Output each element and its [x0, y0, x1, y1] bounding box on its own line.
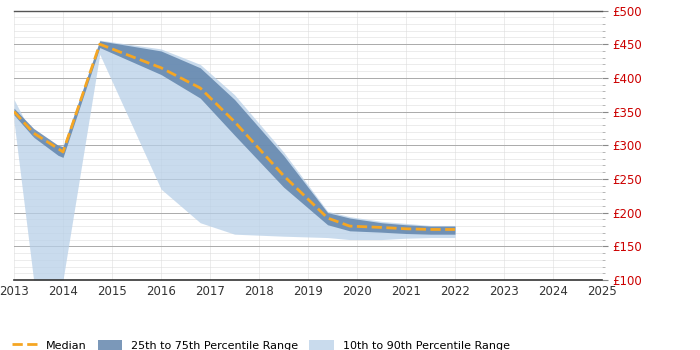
Legend: Median, 25th to 75th Percentile Range, 10th to 90th Percentile Range: Median, 25th to 75th Percentile Range, 1… [8, 336, 514, 350]
